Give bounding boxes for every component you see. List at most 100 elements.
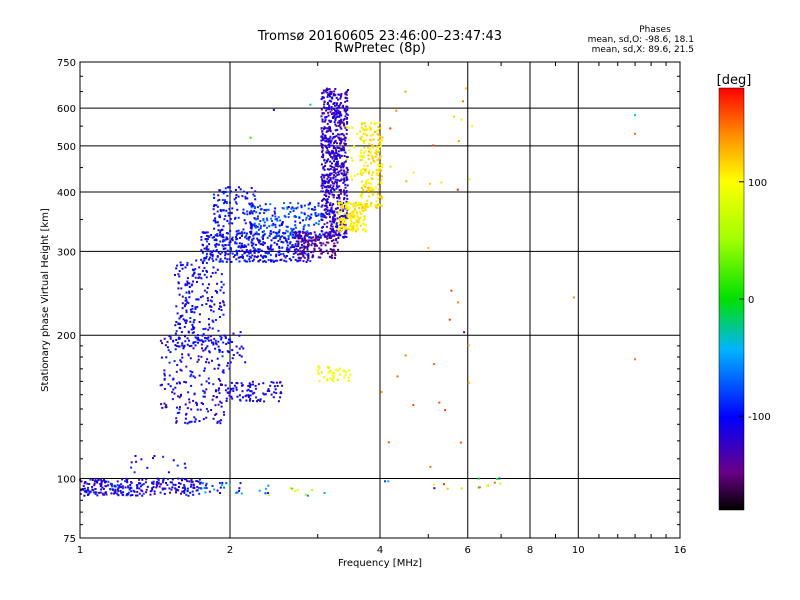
data-point <box>186 261 189 264</box>
data-point <box>205 337 208 340</box>
data-point <box>326 89 328 91</box>
data-point <box>457 140 460 143</box>
data-point <box>205 482 208 485</box>
data-point <box>303 235 306 238</box>
data-point <box>329 160 332 163</box>
data-point <box>261 255 264 258</box>
data-point <box>172 339 175 342</box>
data-point <box>194 268 197 271</box>
data-point <box>188 401 191 404</box>
data-point <box>311 208 313 211</box>
data-point <box>329 227 332 230</box>
data-point <box>335 116 338 119</box>
data-point <box>186 283 189 286</box>
data-point <box>292 210 295 212</box>
data-point <box>190 328 193 331</box>
data-point <box>222 245 225 248</box>
data-point <box>202 262 204 265</box>
data-point <box>328 104 331 107</box>
data-point <box>345 200 348 203</box>
data-point <box>181 486 184 489</box>
data-point <box>345 229 348 232</box>
data-point <box>241 390 244 393</box>
data-point <box>348 369 351 372</box>
data-point <box>324 89 327 92</box>
data-point <box>132 489 135 492</box>
data-point <box>324 164 327 167</box>
data-point <box>188 282 191 285</box>
data-point <box>170 488 173 491</box>
data-point <box>117 494 120 497</box>
data-point <box>337 210 340 213</box>
data-point <box>226 364 229 367</box>
data-point <box>322 91 325 94</box>
data-point <box>221 355 224 358</box>
data-point <box>194 344 197 347</box>
data-point <box>219 234 221 237</box>
data-point <box>178 486 180 488</box>
data-point <box>377 134 380 137</box>
data-point <box>272 231 275 234</box>
data-point <box>85 491 88 494</box>
data-point <box>235 250 238 253</box>
data-point <box>433 363 436 366</box>
data-point <box>224 337 227 340</box>
data-point <box>240 235 243 237</box>
data-point <box>263 393 266 396</box>
data-point <box>337 248 340 251</box>
data-point <box>152 480 155 483</box>
data-point <box>363 207 366 210</box>
data-point <box>302 225 305 228</box>
data-point <box>321 180 324 183</box>
data-point <box>291 244 294 247</box>
data-point <box>303 251 305 254</box>
data-point <box>286 241 289 244</box>
data-point <box>321 112 324 115</box>
data-point <box>260 249 263 252</box>
data-point <box>126 481 129 484</box>
data-point <box>333 234 336 237</box>
data-point <box>114 491 117 494</box>
data-point <box>321 198 324 201</box>
data-point <box>205 231 208 234</box>
data-point <box>220 286 223 289</box>
data-point <box>301 243 303 246</box>
data-point <box>321 173 324 176</box>
data-point <box>269 253 272 256</box>
data-point <box>335 185 338 188</box>
data-point <box>219 379 222 382</box>
data-point <box>335 104 338 107</box>
data-point <box>342 213 345 215</box>
data-point <box>332 374 335 377</box>
data-point <box>290 231 293 234</box>
data-point <box>337 202 340 205</box>
data-point <box>329 172 332 175</box>
data-point <box>330 254 333 257</box>
data-point <box>321 146 323 149</box>
data-point <box>253 391 256 394</box>
data-point <box>352 224 355 227</box>
data-point <box>195 259 198 262</box>
data-point <box>244 197 247 200</box>
data-point <box>377 174 380 177</box>
data-point <box>337 171 340 174</box>
data-point <box>121 487 124 490</box>
data-point <box>259 225 262 228</box>
data-point <box>235 386 238 389</box>
data-point <box>216 357 219 360</box>
data-point <box>332 196 335 199</box>
data-point <box>229 338 231 341</box>
data-point <box>287 216 290 219</box>
data-point <box>330 90 333 93</box>
data-point <box>362 128 365 131</box>
data-point <box>120 486 122 489</box>
data-point <box>340 221 343 224</box>
data-point <box>269 245 272 248</box>
data-point <box>181 353 184 356</box>
x-tick-label: 2 <box>227 545 233 556</box>
data-point <box>315 215 318 217</box>
data-point <box>204 491 207 494</box>
data-point <box>221 481 224 484</box>
data-point <box>338 154 341 157</box>
data-point <box>231 341 234 343</box>
